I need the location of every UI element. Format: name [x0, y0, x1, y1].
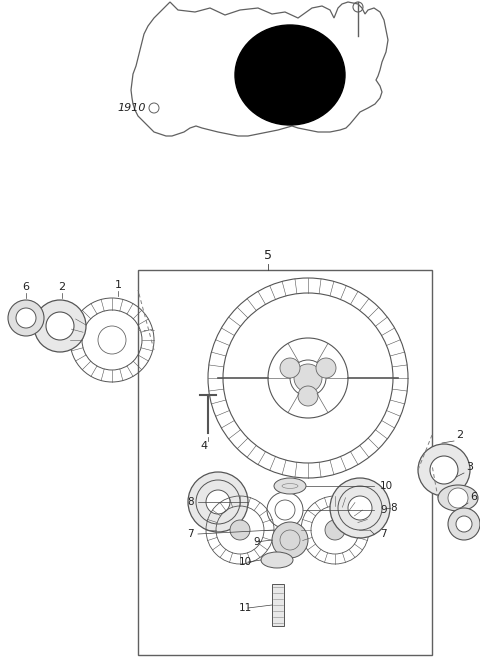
Text: 8: 8 — [390, 503, 396, 513]
Text: 7: 7 — [187, 529, 194, 539]
Text: 4: 4 — [201, 441, 207, 451]
Text: 8: 8 — [187, 497, 194, 507]
Ellipse shape — [274, 478, 306, 494]
Text: 1910: 1910 — [118, 103, 146, 113]
Text: 6: 6 — [470, 492, 477, 502]
Circle shape — [448, 488, 468, 508]
Circle shape — [34, 300, 86, 352]
Text: 7: 7 — [380, 529, 386, 539]
Text: 10: 10 — [380, 481, 393, 491]
Circle shape — [325, 520, 345, 540]
Circle shape — [448, 508, 480, 540]
Circle shape — [8, 300, 44, 336]
Circle shape — [418, 444, 470, 496]
Circle shape — [330, 478, 390, 538]
Circle shape — [456, 516, 472, 532]
Ellipse shape — [235, 25, 345, 125]
Text: 5: 5 — [264, 249, 272, 262]
Circle shape — [280, 358, 300, 378]
Circle shape — [294, 364, 322, 392]
Text: 1: 1 — [115, 280, 121, 290]
Circle shape — [206, 490, 230, 514]
Circle shape — [430, 456, 458, 484]
Circle shape — [316, 358, 336, 378]
Text: 11: 11 — [239, 603, 252, 613]
Ellipse shape — [261, 552, 293, 568]
Circle shape — [298, 386, 318, 406]
Ellipse shape — [438, 485, 478, 511]
Text: 3: 3 — [466, 462, 473, 472]
Circle shape — [348, 496, 372, 520]
Text: 2: 2 — [456, 430, 463, 440]
Circle shape — [272, 522, 308, 558]
Circle shape — [46, 312, 74, 340]
Text: 10: 10 — [239, 557, 252, 567]
Circle shape — [16, 308, 36, 328]
Text: 9: 9 — [380, 505, 386, 515]
Text: 9: 9 — [253, 537, 260, 547]
Ellipse shape — [265, 45, 295, 69]
Bar — [272, 584, 284, 626]
Text: 2: 2 — [59, 282, 66, 292]
Circle shape — [188, 472, 248, 532]
Bar — [138, 270, 432, 655]
Circle shape — [230, 520, 250, 540]
Text: 6: 6 — [23, 282, 29, 292]
